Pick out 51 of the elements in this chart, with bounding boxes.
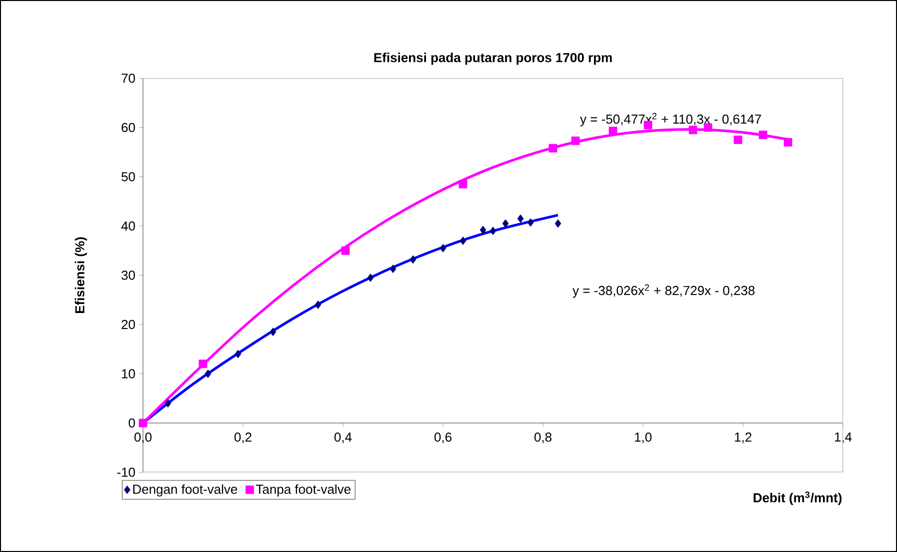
annotation: y = -38,026x$^{2}$ + 82,729x - 0,238 <box>572 284 755 298</box>
x-tick-label: 0,4 <box>334 432 352 444</box>
y-tick-label: 20 <box>122 320 135 330</box>
point <box>164 399 172 408</box>
y-tick-label: 70 <box>122 74 135 83</box>
point <box>608 126 618 136</box>
y-tick-label: 0 <box>128 418 135 428</box>
y-tick-label: -10 <box>117 468 135 477</box>
point <box>204 370 212 378</box>
annotation: y = -50,477x$^{2}$ + 110,3x - 0,6147 <box>580 112 761 126</box>
point <box>460 236 466 245</box>
point <box>554 219 562 228</box>
point <box>138 418 148 428</box>
y-axis-title: Efisiensi (%) <box>74 237 87 314</box>
x-tick-label: 0,8 <box>534 432 552 444</box>
point <box>784 138 792 146</box>
legend-label: Tanpa foot-valve <box>256 484 350 496</box>
point <box>458 180 468 188</box>
point <box>234 350 242 358</box>
x-tick-label: 0,2 <box>234 432 252 444</box>
legend-label: Dengan foot-valve <box>133 484 238 496</box>
point <box>341 246 350 255</box>
point <box>758 130 768 140</box>
point <box>688 126 698 134</box>
y-tick-label: 30 <box>122 270 135 280</box>
point <box>571 136 580 145</box>
point <box>517 214 524 223</box>
point <box>390 264 396 274</box>
point <box>314 300 322 309</box>
point <box>527 218 534 227</box>
point <box>410 255 416 264</box>
point <box>480 226 486 234</box>
x-tick-label: 0,0 <box>134 432 152 444</box>
point <box>270 328 276 336</box>
point <box>198 360 208 368</box>
point <box>440 244 446 252</box>
point <box>490 226 496 236</box>
chart-title: Efisiensi pada putaran poros 1700 rpm <box>374 52 612 65</box>
x-tick-label: 1,0 <box>634 432 652 444</box>
point <box>502 219 509 228</box>
x-tick-label: 0,6 <box>434 432 452 444</box>
point <box>734 136 742 144</box>
x-axis-title: Debit (m$^{3}$/mnt) <box>754 492 842 505</box>
y-tick-label: 50 <box>122 172 135 182</box>
y-tick-label: 40 <box>121 221 135 231</box>
point <box>367 274 374 282</box>
x-tick-label: 1,4 <box>834 432 852 444</box>
x-tick-label: 1,2 <box>734 432 752 444</box>
point <box>548 144 558 152</box>
y-tick-label: 10 <box>122 369 135 378</box>
y-tick-label: 60 <box>122 122 135 132</box>
